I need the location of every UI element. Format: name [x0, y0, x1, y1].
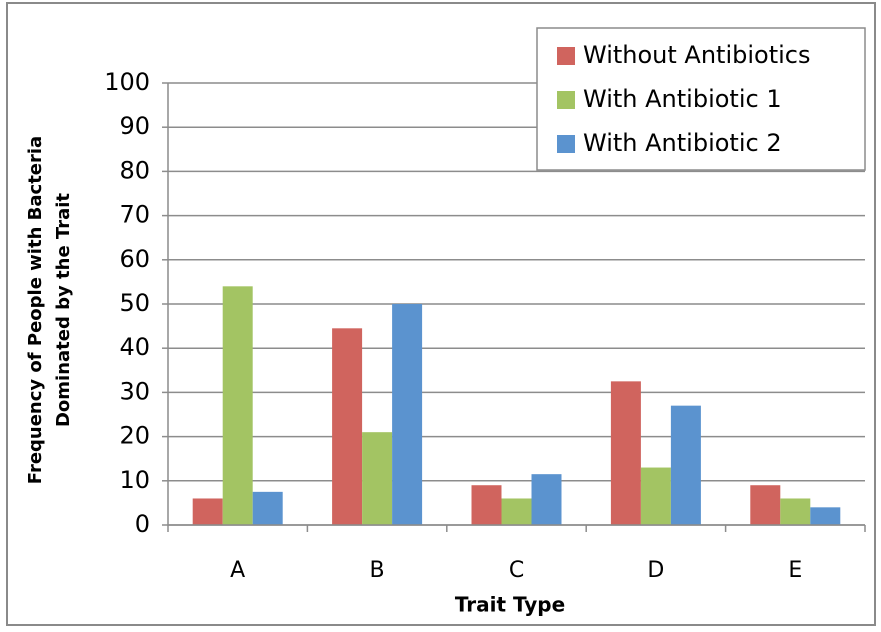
y-tick-label: 10	[119, 466, 150, 494]
bar	[392, 304, 423, 525]
bar	[332, 328, 363, 525]
legend-label: Without Antibiotics	[583, 41, 811, 69]
bar	[750, 485, 781, 525]
bar	[780, 498, 811, 525]
legend-swatch	[557, 91, 575, 109]
bar	[252, 491, 283, 525]
legend-label: With Antibiotic 1	[583, 85, 782, 113]
bar	[222, 286, 253, 525]
x-tick-label: C	[509, 558, 524, 583]
x-tick-label: D	[647, 558, 664, 583]
y-axis-title: Dominated by the Trait	[53, 193, 74, 427]
y-tick-label: 50	[119, 289, 150, 317]
bar	[610, 381, 641, 525]
bar	[362, 432, 393, 525]
y-tick-label: 70	[119, 201, 150, 229]
y-axis-title: Frequency of People with Bacteria	[25, 136, 46, 484]
x-tick-label: A	[230, 558, 245, 583]
y-tick-label: 30	[119, 377, 150, 405]
bar	[640, 467, 671, 525]
y-tick-label: 20	[119, 422, 150, 450]
y-tick-label: 0	[135, 510, 150, 538]
bar	[501, 498, 532, 525]
legend-swatch	[557, 47, 575, 65]
bar	[810, 507, 841, 525]
bar	[192, 498, 223, 525]
x-axis-title: Trait Type	[455, 593, 565, 617]
x-tick-label: E	[788, 558, 802, 583]
bar	[471, 485, 502, 525]
y-tick-label: 80	[119, 156, 150, 184]
legend-swatch	[557, 135, 575, 153]
y-tick-label: 100	[104, 68, 150, 96]
y-tick-label: 90	[119, 112, 150, 140]
y-tick-label: 60	[119, 245, 150, 273]
legend-label: With Antibiotic 2	[583, 129, 782, 157]
x-tick-label: B	[370, 558, 385, 583]
legend-box	[536, 27, 866, 171]
bar	[670, 405, 701, 525]
y-tick-label: 40	[119, 333, 150, 361]
bar	[531, 474, 562, 525]
